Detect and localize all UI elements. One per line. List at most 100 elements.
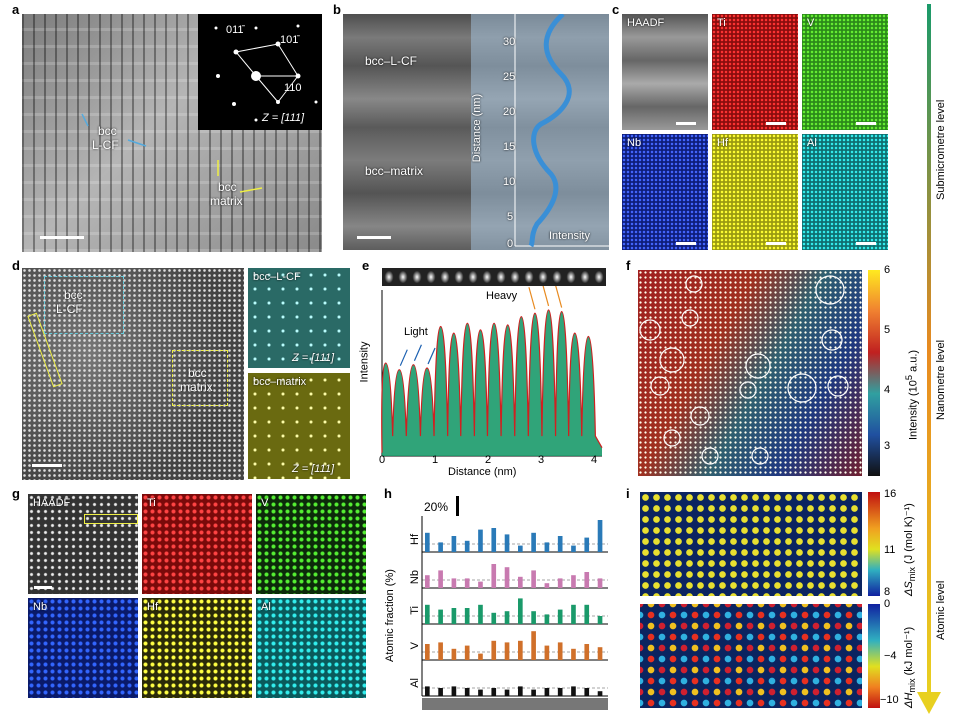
- legend-intensity: Intensity: [549, 230, 590, 242]
- row-label-Hf: Hf: [409, 533, 421, 545]
- bar-Hf-3: [464, 540, 470, 552]
- colorbar-f-label-sup: 5: [904, 374, 914, 381]
- map-label-g-hf: Hf: [147, 601, 158, 613]
- bar-Ti-8: [531, 611, 536, 624]
- bar-Al-9: [544, 688, 550, 696]
- bar-Hf-8: [531, 532, 536, 552]
- level-submicrometre: Submicrometre level: [935, 99, 947, 200]
- bar-Hf-5: [491, 528, 497, 552]
- bar-Nb-10: [557, 578, 563, 588]
- panel-label-c: c: [612, 2, 620, 17]
- panel-label-e: e: [362, 258, 370, 273]
- y-tick-b-20: 20: [503, 106, 516, 118]
- enthalpy-label-sub: mix: [907, 678, 918, 693]
- scale-20-percent: 20%: [424, 500, 449, 514]
- map-label-g-v: V: [261, 497, 269, 509]
- panel-label-h: h: [384, 486, 392, 501]
- scale-bar-c1: [676, 122, 696, 125]
- bar-Ti-2: [451, 608, 457, 624]
- bar-Nb-0: [425, 575, 430, 588]
- panel-d-micrograph: bcc L-CF bcc matrix: [22, 268, 244, 480]
- box-label-lcf: L-CF: [56, 302, 83, 316]
- entropy-tick-16: 16: [884, 488, 897, 500]
- bar-V-10: [557, 642, 563, 660]
- region-bcc-matrix: bcc–matrix: [365, 164, 424, 178]
- map-c-haadf: HAADF: [622, 14, 708, 130]
- bar-Nb-7: [518, 576, 523, 588]
- scale-bar-g: [34, 586, 52, 589]
- map-g-ti: Ti: [142, 494, 252, 594]
- bar-V-8: [531, 631, 536, 660]
- annotation-bcc-lcf-2: L-CF: [92, 138, 119, 152]
- profile-area: [381, 309, 602, 456]
- map-g-v: V: [256, 494, 366, 594]
- bar-Nb-4: [478, 581, 483, 588]
- x-tick-e-1: 1: [432, 454, 439, 466]
- entropy-label-unit: (J (mol K)⁻¹): [903, 503, 915, 568]
- bar-Ti-12: [584, 604, 590, 624]
- map-label-c-v: V: [807, 17, 815, 29]
- map-c-al: Al: [802, 134, 888, 250]
- arrow-light-1: [399, 349, 408, 366]
- panel-label-i: i: [626, 486, 630, 501]
- bar-V-2: [451, 648, 457, 660]
- map-label-g-ti: Ti: [147, 497, 156, 509]
- panel-f-intensity-map: [638, 270, 862, 476]
- bar-Nb-12: [584, 572, 590, 588]
- y-axis-label-h: Atomic fraction (%): [384, 569, 396, 662]
- panel-label-g: g: [12, 486, 20, 501]
- x-tick-e-4: 4: [591, 454, 598, 466]
- bar-Hf-1: [438, 542, 443, 552]
- diffraction-inset: 011̄ 101̄ 110 Z = [111]: [198, 14, 322, 130]
- map-label-g-nb: Nb: [33, 601, 48, 613]
- bar-Hf-10: [557, 536, 563, 552]
- x-tick-e-2: 2: [485, 454, 492, 466]
- bar-Al-10: [557, 688, 563, 696]
- scale-bar-c3: [856, 122, 876, 125]
- fft-inset-bcc-matrix: bcc–matrix Z = [111]: [248, 373, 350, 479]
- bar-Hf-4: [478, 529, 483, 552]
- scale-bar-b: [357, 236, 391, 239]
- entropy-lattice: [640, 492, 862, 596]
- fft-zone-bcc-matrix: Z = [111]: [292, 463, 335, 475]
- bar-Ti-6: [504, 611, 510, 624]
- bar-Al-2: [451, 686, 457, 696]
- cluster-circles: [639, 275, 849, 465]
- panel-a-arrows: [81, 113, 263, 193]
- bar-Hf-13: [597, 520, 603, 552]
- bar-Al-8: [531, 689, 536, 696]
- y-axis-label-b: Distance (nm): [471, 93, 484, 163]
- y-tick-b-10: 10: [503, 176, 516, 188]
- entropy-label: ΔSmix (J (mol K)⁻¹): [902, 503, 917, 596]
- bar-V-12: [584, 644, 590, 660]
- map-g-haadf: HAADF: [28, 494, 138, 594]
- bar-Al-0: [425, 686, 430, 696]
- enthalpy-tick-0: 0: [884, 598, 891, 610]
- bar-Al-5: [491, 688, 497, 696]
- panel-a-micrograph: 011̄ 101̄ 110 Z = [111] bcc L-CF bcc mat…: [22, 14, 322, 252]
- bar-Hf-6: [504, 534, 510, 552]
- arrow-heavy-12: [542, 286, 550, 307]
- bar-Hf-0: [425, 532, 430, 552]
- map-label-c-ti: Ti: [717, 17, 726, 29]
- annotation-bcc-lcf-1: bcc: [98, 124, 117, 138]
- bar-Hf-11: [571, 545, 576, 552]
- y-tick-b-15: 15: [503, 141, 516, 153]
- arrow-light-3: [427, 347, 436, 365]
- map-label-g-al: Al: [261, 601, 271, 613]
- colorbar-f-label-unit: a.u.): [907, 349, 920, 375]
- box-bcc-lcf: [44, 276, 124, 334]
- arrow-heavy-11: [528, 287, 536, 310]
- diffraction-spot-011: 011̄: [226, 24, 244, 36]
- bar-V-4: [478, 653, 483, 660]
- enthalpy-label-symbol: ΔH: [903, 692, 915, 708]
- enthalpy-tick-10: −10: [880, 694, 899, 706]
- bar-Hf-9: [544, 542, 550, 552]
- level-nanometre: Nanometre level: [935, 339, 947, 420]
- bar-Nb-3: [464, 578, 470, 588]
- fft-title-bcc-lcf: bcc–L-CF: [253, 271, 301, 283]
- arrow-heavy-13: [555, 286, 563, 308]
- bar-Hf-7: [518, 545, 523, 552]
- row-label-Nb: Nb: [409, 570, 421, 584]
- map-label-c-haadf: HAADF: [627, 17, 665, 29]
